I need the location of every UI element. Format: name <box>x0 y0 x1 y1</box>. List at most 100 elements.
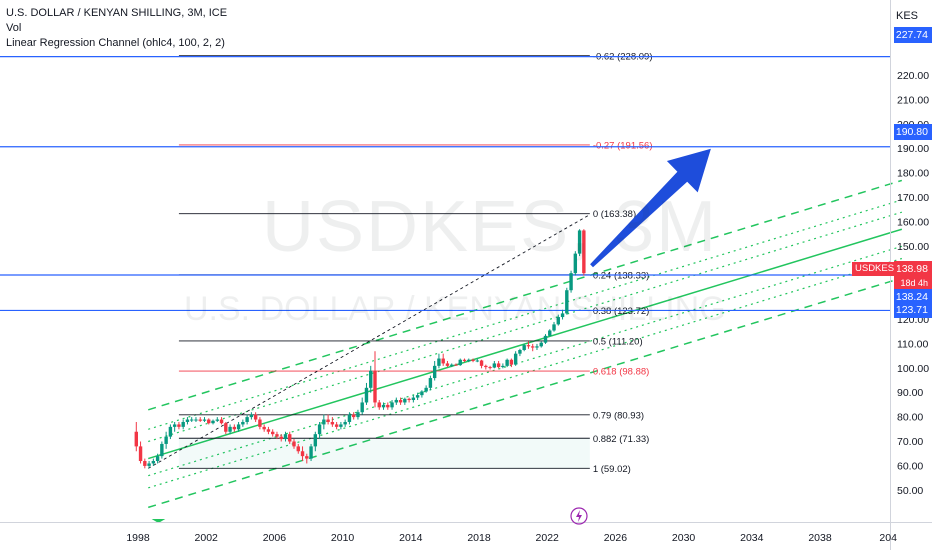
candle-body <box>526 345 531 347</box>
fib-level-label: -0.27 (191.56) <box>593 140 653 151</box>
candle-body <box>232 426 237 430</box>
candle-body <box>565 290 569 314</box>
bar-countdown: 18d 4h <box>894 277 932 289</box>
candle-body <box>266 429 271 432</box>
y-tick-label: 80.00 <box>897 412 923 424</box>
x-tick-label: 2030 <box>672 532 696 544</box>
candle-body <box>394 400 399 403</box>
candle-body <box>215 419 219 421</box>
dashed-trend-line <box>148 214 591 469</box>
candle-body <box>441 358 445 364</box>
candle-body <box>194 419 198 421</box>
candle-body <box>415 395 420 398</box>
fib-level-label: 0.24 (138.33) <box>593 270 650 281</box>
price-badge-190: 190.80 <box>894 124 932 140</box>
candle-body <box>475 360 479 362</box>
candle-body <box>236 424 241 430</box>
channel-start-marker <box>151 519 166 523</box>
arrow-up-icon[interactable] <box>590 148 711 268</box>
candle-body <box>411 397 416 401</box>
candle-body <box>577 230 582 254</box>
indicator-label[interactable]: Linear Regression Channel (ohlc4, 100, 2… <box>6 37 225 49</box>
candle-body <box>343 421 347 425</box>
y-tick-label: 190.00 <box>897 143 929 155</box>
candle-body <box>488 367 492 369</box>
candle-body <box>224 423 228 432</box>
candle-body <box>509 359 514 365</box>
candle-body <box>185 419 190 422</box>
fib-zone <box>178 438 590 469</box>
channel-lower-line <box>148 277 903 509</box>
tick-labels: 50.0060.0070.0080.0090.00100.00110.00120… <box>126 70 929 544</box>
candle-body <box>249 414 254 418</box>
fib-level-label: 0.618 (98.88) <box>593 367 650 378</box>
x-tick-label: 2026 <box>604 532 628 544</box>
candle-body <box>471 359 475 361</box>
candle-body <box>253 414 258 420</box>
candle-body <box>462 359 467 361</box>
candle-body <box>364 387 369 403</box>
fib-level-label: 0.882 (71.33) <box>593 434 650 445</box>
fib-level-label: 0 (163.38) <box>593 209 636 220</box>
candle-body <box>505 359 509 366</box>
fib-level-label: 0.79 (80.93) <box>593 410 644 421</box>
volume-label[interactable]: Vol <box>6 22 22 34</box>
candle-body <box>164 436 168 444</box>
fib-level-label: 0.5 (111.20) <box>593 336 643 347</box>
legend-panel: U.S. DOLLAR / KENYAN SHILLING, 3M, ICE V… <box>6 6 227 51</box>
x-tick-label: 2002 <box>195 532 219 544</box>
lightning-icon[interactable] <box>570 507 588 525</box>
candle-body <box>288 434 292 442</box>
x-tick-label: 2014 <box>399 532 423 544</box>
candle-body <box>262 426 266 430</box>
candle-body <box>390 402 394 408</box>
channel-center-line <box>148 228 903 460</box>
price-badge-227: 227.74 <box>894 27 932 43</box>
candle-body <box>569 273 573 291</box>
y-tick-label: 70.00 <box>897 436 923 448</box>
candle-body <box>496 363 501 368</box>
y-tick-label: 180.00 <box>897 168 929 180</box>
candle-body <box>479 360 484 366</box>
candle-body <box>300 451 305 457</box>
candle-body <box>437 358 441 366</box>
horizontal-lines[interactable] <box>0 56 890 312</box>
candle-body <box>330 421 335 425</box>
candles <box>134 229 586 523</box>
candle-body <box>552 324 556 331</box>
candle-body <box>228 426 232 432</box>
candle-body <box>548 330 552 336</box>
candle-body <box>160 443 164 457</box>
candle-body <box>283 434 288 440</box>
price-badge-138: 138.24 <box>894 289 932 305</box>
candle-body <box>369 370 373 388</box>
trend-line[interactable] <box>148 214 591 469</box>
y-tick-label: 210.00 <box>897 94 929 106</box>
y-tick-label: 110.00 <box>897 338 928 350</box>
candle-body <box>492 363 497 368</box>
candle-body <box>458 359 462 366</box>
candle-body <box>432 365 437 379</box>
candle-body <box>168 426 173 437</box>
candle-body <box>531 346 535 348</box>
symbol-title[interactable]: U.S. DOLLAR / KENYAN SHILLING, 3M, ICE <box>6 7 228 19</box>
candle-body <box>381 404 386 408</box>
candle-body <box>351 414 356 418</box>
arrow-shape <box>590 148 711 268</box>
x-tick-label: 204 <box>879 532 897 544</box>
candle-body <box>377 402 381 408</box>
x-tick-label: 2038 <box>808 532 832 544</box>
x-tick-label: 2018 <box>467 532 491 544</box>
lightning-glyph <box>576 510 582 522</box>
candle-body <box>513 353 518 365</box>
candle-body <box>582 230 586 274</box>
candle-body <box>454 364 458 366</box>
candle-body <box>172 424 177 427</box>
currency-label[interactable]: KES <box>895 10 918 22</box>
candle-body <box>292 441 296 447</box>
candle-body <box>398 400 403 403</box>
y-tick-label: 60.00 <box>897 460 923 472</box>
candle-body <box>356 412 360 418</box>
candle-body <box>543 335 548 343</box>
